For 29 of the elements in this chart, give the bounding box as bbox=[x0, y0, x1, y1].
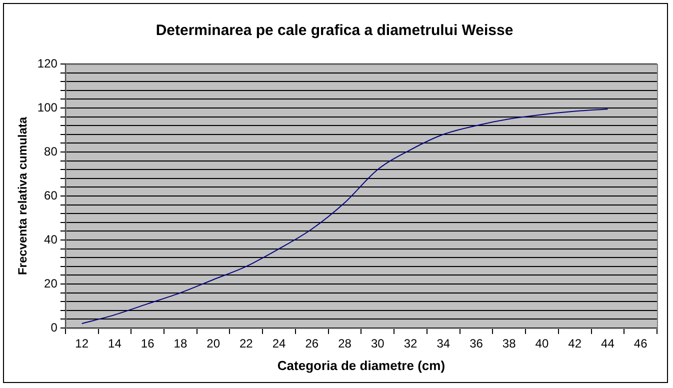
line-series bbox=[81, 108, 608, 324]
y-tick-label: 40 bbox=[44, 232, 58, 246]
chart-title: Determinarea pe cale grafica a diametrului Weisse bbox=[156, 22, 514, 40]
y-tick-label: 0 bbox=[50, 320, 58, 334]
y-axis-title: Frecventa relativa cumulata bbox=[16, 116, 30, 276]
x-tick-label: 24 bbox=[272, 336, 286, 351]
x-tick-label: 28 bbox=[338, 336, 352, 351]
x-tick-label: 38 bbox=[502, 336, 516, 351]
y-tick-label: 20 bbox=[44, 276, 58, 290]
x-tick-label: 16 bbox=[140, 336, 155, 351]
x-axis-title: Categoria de diametre (cm) bbox=[277, 358, 446, 373]
y-tick-label: 100 bbox=[37, 100, 58, 114]
y-tick-label: 120 bbox=[37, 56, 58, 70]
x-tick-label: 20 bbox=[206, 336, 220, 351]
x-tick-label: 22 bbox=[240, 336, 254, 351]
x-tick-label: 14 bbox=[108, 336, 122, 351]
y-tick-label: 60 bbox=[44, 188, 58, 202]
x-tick-label: 36 bbox=[470, 336, 484, 351]
x-tick-label: 34 bbox=[436, 336, 450, 351]
x-tick-label: 18 bbox=[174, 336, 188, 351]
y-tick-label: 80 bbox=[44, 144, 58, 158]
x-tick-label: 46 bbox=[634, 336, 648, 351]
x-tick-label: 12 bbox=[75, 336, 89, 351]
x-tick-label: 44 bbox=[601, 336, 615, 351]
x-tick-label: 30 bbox=[370, 336, 385, 351]
x-tick-label: 42 bbox=[568, 336, 582, 351]
x-tick-label: 40 bbox=[535, 336, 549, 351]
x-tick-label: 26 bbox=[305, 336, 319, 351]
x-tick-label: 32 bbox=[404, 336, 418, 351]
